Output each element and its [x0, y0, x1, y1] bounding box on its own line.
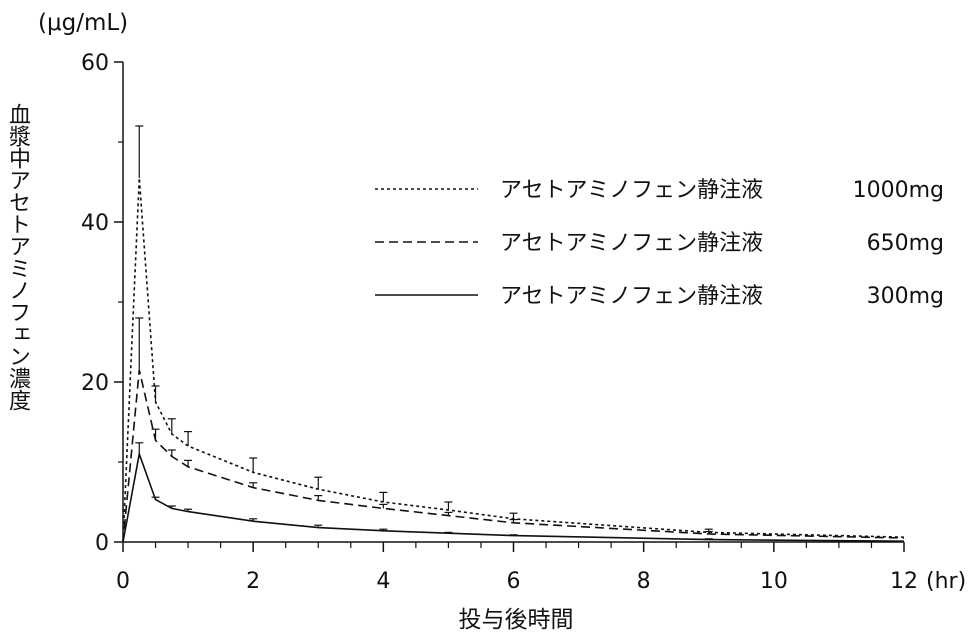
- y-tick-label: 40: [81, 211, 109, 236]
- legend-label: アセトアミノフェン静注液: [500, 178, 763, 203]
- legend: アセトアミノフェン静注液 1000mg アセトアミノフェン静注液 650mg アセトアミ…: [375, 178, 944, 309]
- y-unit-label: (μg/mL): [38, 10, 129, 36]
- axes: 0 20 40 60 0 2 4 6 8 10 12 (hr): [81, 51, 966, 594]
- x-tick-label: 2: [246, 569, 260, 594]
- x-tick-label: 10: [760, 569, 788, 594]
- x-tick-label: 6: [507, 569, 521, 594]
- x-tick-label: 8: [637, 569, 651, 594]
- legend-dose: 300mg: [867, 284, 944, 309]
- x-axis-label: 投与後時間: [458, 607, 574, 633]
- x-tick-label: 4: [376, 569, 390, 594]
- series-line-300mg: [122, 450, 905, 543]
- y-axis-label: 血漿中アセトアミノフェン濃度: [5, 103, 30, 411]
- legend-dose: 1000mg: [853, 178, 944, 203]
- legend-label: アセトアミノフェン静注液: [500, 284, 763, 309]
- y-tick-label: 0: [95, 531, 109, 556]
- y-tick-label: 20: [81, 371, 109, 396]
- x-unit-label: (hr): [926, 569, 966, 594]
- y-tick-label: 60: [81, 51, 109, 76]
- legend-label: アセトアミノフェン静注液: [500, 231, 763, 256]
- series-group: [122, 125, 905, 543]
- legend-dose: 650mg: [867, 231, 944, 256]
- x-tick-label: 12: [890, 569, 918, 594]
- x-tick-label: 0: [116, 569, 130, 594]
